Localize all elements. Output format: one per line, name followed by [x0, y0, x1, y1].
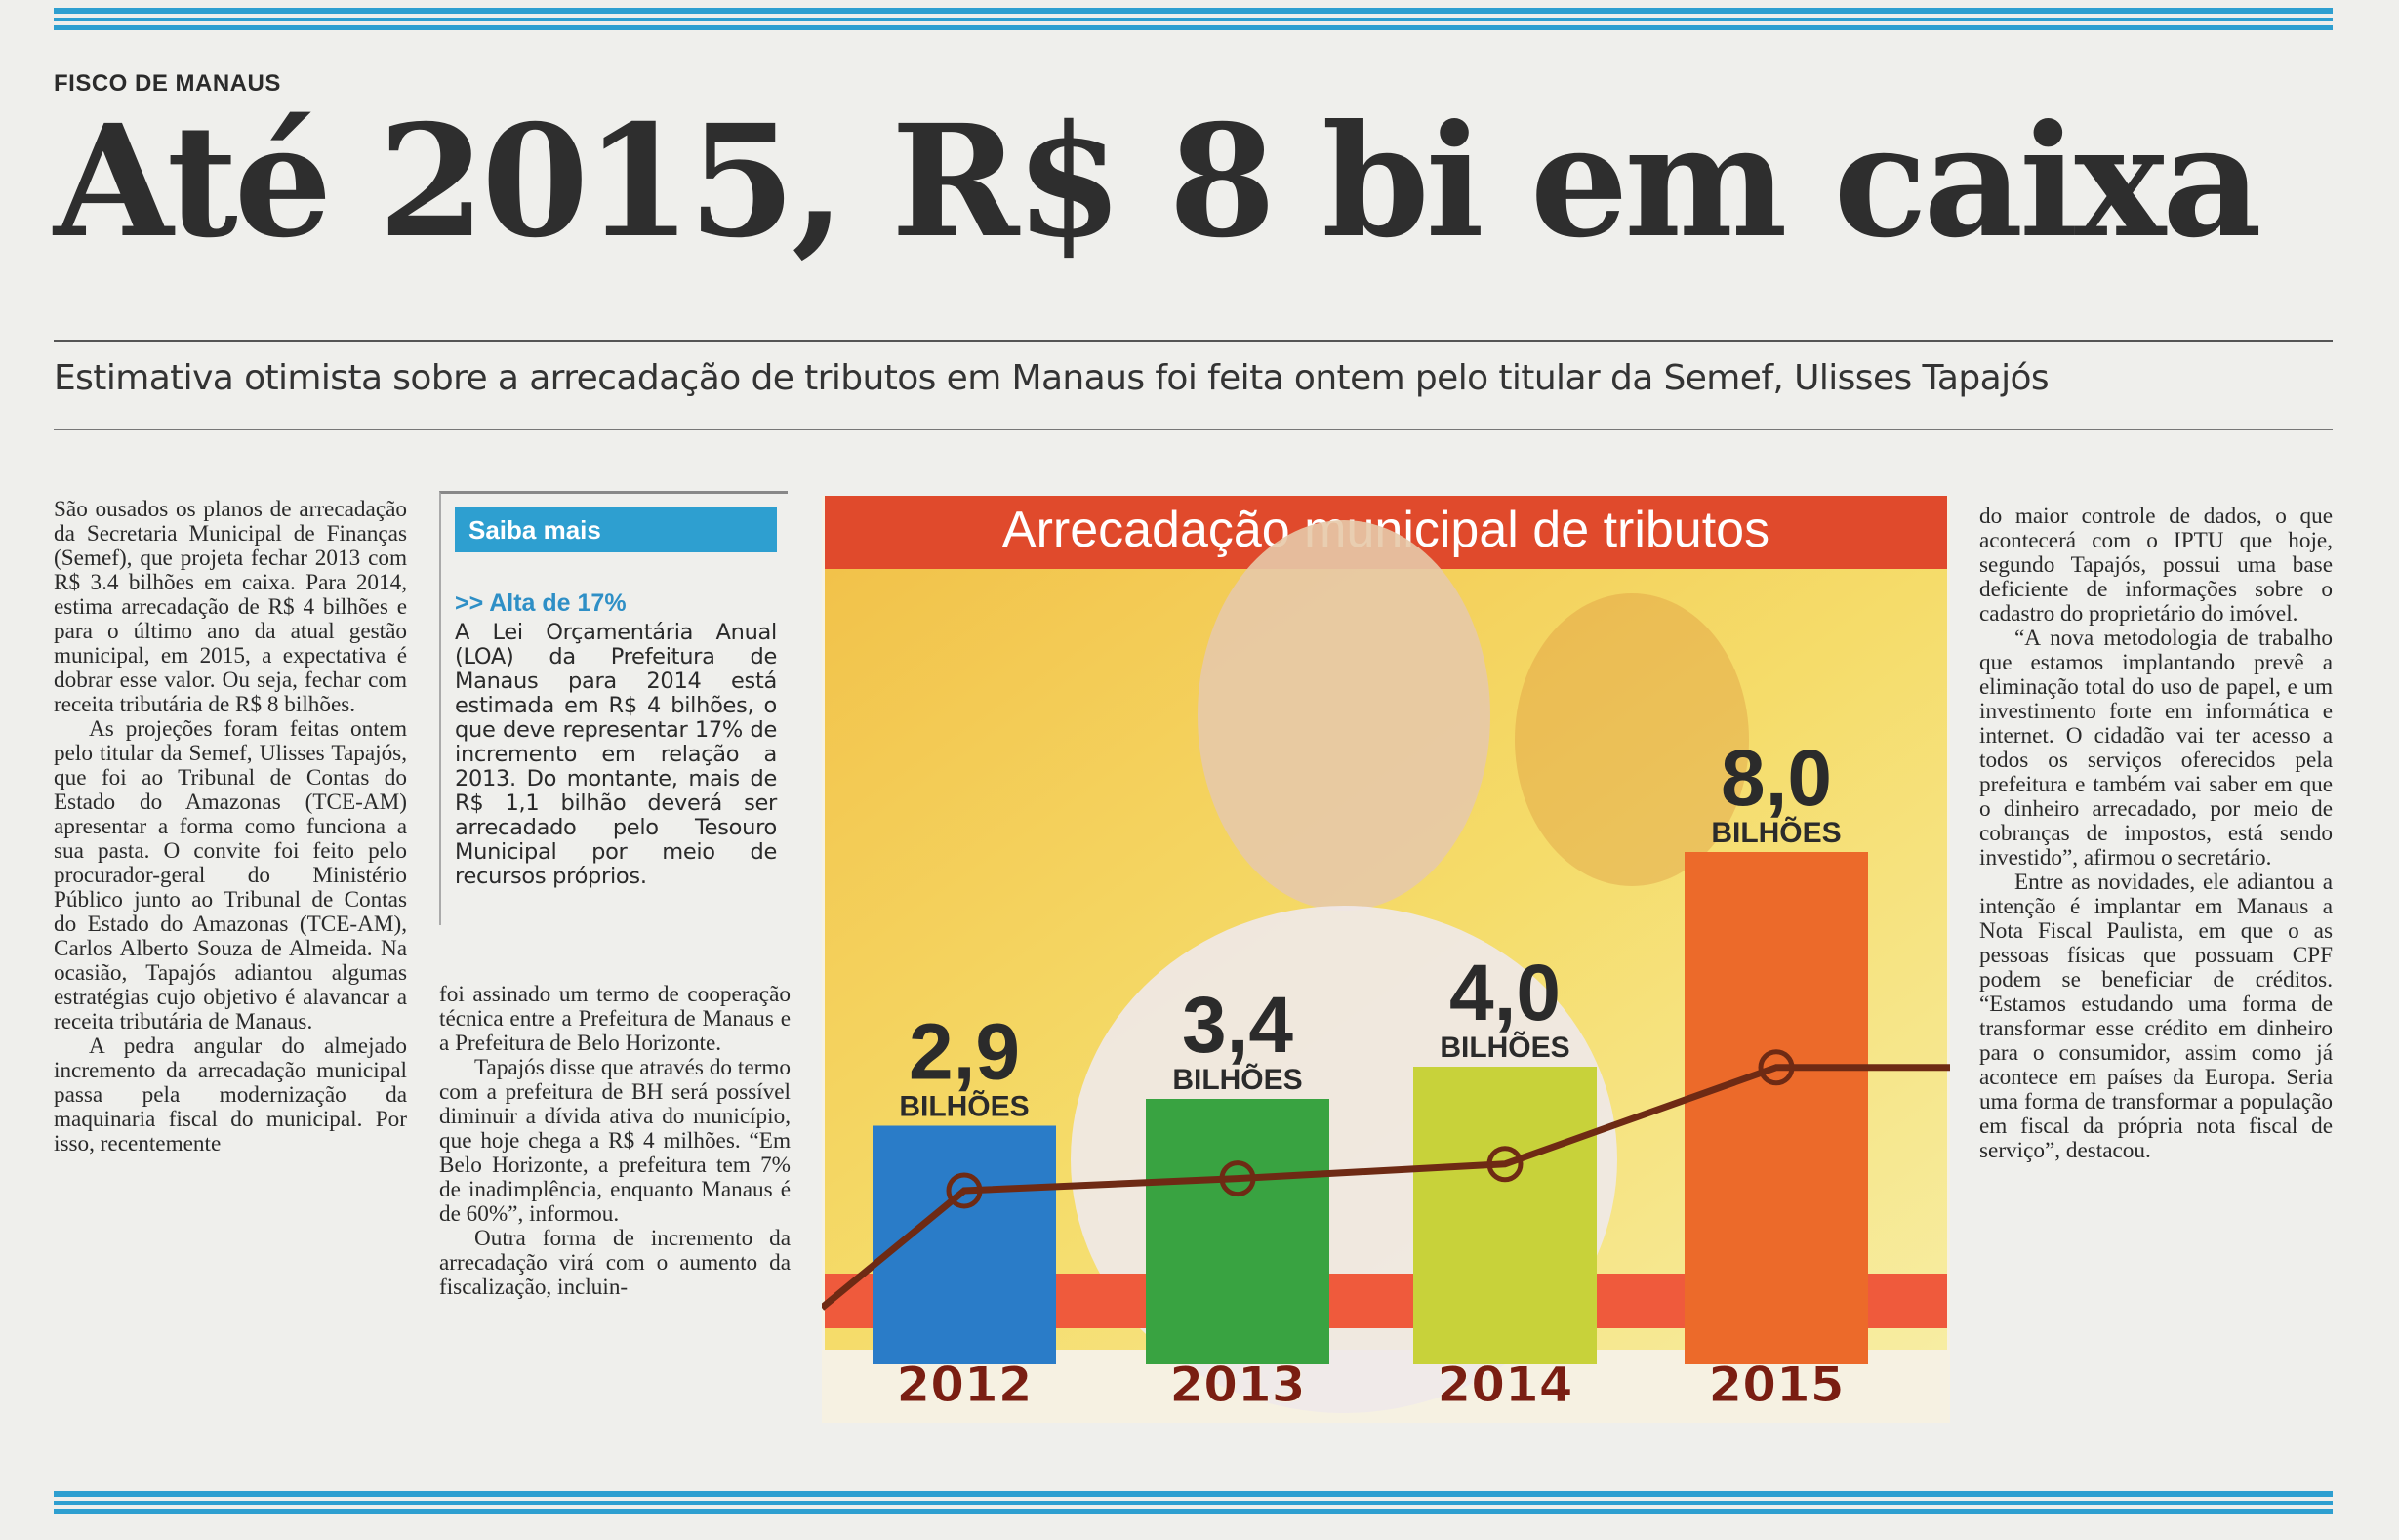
- col2-paragraph-2: Tapajós disse que através do termo com a…: [439, 1055, 791, 1227]
- article-column-1: São ousados os planos de arrecadação da …: [54, 498, 407, 1156]
- unit-label-2012: BILHÕES: [899, 1090, 1029, 1123]
- article-subheadline: Estimativa otimista sobre a arrecadação …: [54, 358, 2050, 398]
- article-column-3: do maior controle de dados, o que aconte…: [1979, 505, 2333, 1163]
- chart-bars: [873, 852, 1868, 1364]
- value-label-2013: 3,4: [1182, 981, 1293, 1070]
- unit-label-2015: BILHÕES: [1711, 816, 1841, 849]
- bar-2014: [1413, 1067, 1597, 1364]
- revenue-chart: Arrecadação municipal de tributos 2,9BIL…: [822, 496, 1950, 1423]
- trend-markers: [946, 1049, 1795, 1209]
- saiba-mais-text: A Lei Orçamentária Anual (LOA) da Prefei…: [455, 620, 777, 889]
- value-label-2014: 4,0: [1449, 949, 1561, 1037]
- trend-marker-2013: [1219, 1160, 1256, 1197]
- bottom-border-stripe: [54, 1491, 2333, 1514]
- value-label-2015: 8,0: [1721, 734, 1832, 823]
- category-label-2014: 2014: [1437, 1357, 1572, 1413]
- col1-paragraph-3: A pedra angular do almejado incremento d…: [54, 1033, 407, 1156]
- trend-marker-2012: [946, 1172, 983, 1209]
- col1-paragraph-2: As projeções foram feitas ontem pelo tit…: [54, 716, 407, 1034]
- subheadline-divider: [54, 429, 2333, 430]
- article-kicker: FISCO DE MANAUS: [54, 70, 281, 97]
- headline-divider: [54, 340, 2333, 342]
- article-column-2: foi assinado um termo de cooperação técn…: [439, 983, 791, 1300]
- col2-paragraph-1: foi assinado um termo de cooperação técn…: [439, 982, 791, 1056]
- category-label-2015: 2015: [1708, 1357, 1844, 1413]
- article-headline: Até 2015, R$ 8 bi em caixa: [54, 92, 2262, 272]
- col2-paragraph-3: Outra forma de incremento da arrecadação…: [439, 1226, 791, 1300]
- top-border-stripe: [54, 8, 2333, 30]
- category-label-2013: 2013: [1169, 1357, 1305, 1413]
- category-label-2012: 2012: [896, 1357, 1032, 1413]
- col4-paragraph-3: Entre as novidades, ele adiantou a inten…: [1979, 870, 2333, 1163]
- trend-marker-2014: [1486, 1146, 1524, 1183]
- col4-paragraph-2: “A nova metodologia de trabalho que esta…: [1979, 626, 2333, 871]
- value-label-2012: 2,9: [909, 1008, 1020, 1097]
- saiba-mais-subtitle: >> Alta de 17%: [455, 589, 627, 617]
- col1-paragraph-1: São ousados os planos de arrecadação da …: [54, 497, 407, 717]
- col4-paragraph-1: do maior controle de dados, o que aconte…: [1979, 504, 2333, 627]
- bar-2015: [1685, 852, 1868, 1364]
- trend-marker-2015: [1758, 1049, 1795, 1086]
- chart-labels: 2,9BILHÕES20123,4BILHÕES20134,0BILHÕES20…: [896, 734, 1845, 1414]
- trend-line: [822, 1064, 1950, 1311]
- bar-2013: [1146, 1099, 1329, 1364]
- unit-label-2013: BILHÕES: [1172, 1063, 1302, 1096]
- saiba-mais-label: Saiba mais: [455, 507, 777, 552]
- saiba-mais-box: [439, 491, 788, 925]
- unit-label-2014: BILHÕES: [1440, 1031, 1569, 1064]
